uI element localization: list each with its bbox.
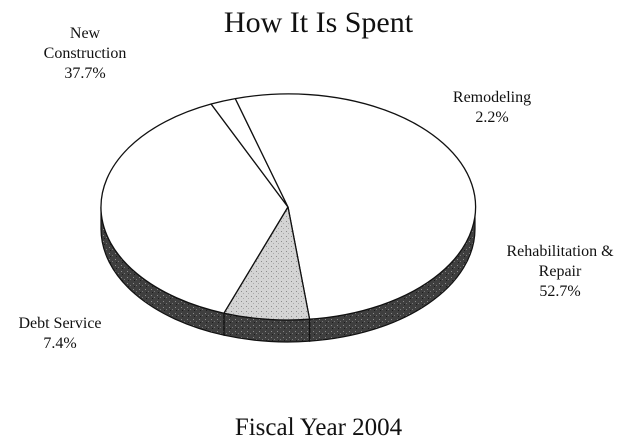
slice-label-2: Rehabilitation & Repair 52.7% — [506, 243, 614, 300]
pie-slice-0 — [100, 103, 289, 314]
slice-value-2: 52.7% — [539, 283, 580, 300]
pie-slice-2 — [234, 93, 477, 320]
slice-label-1: Remodeling 2.2% — [453, 89, 531, 126]
slice-name-1: Remodeling — [453, 89, 531, 106]
slice-value-3: 7.4% — [43, 335, 76, 352]
slice-name-0: New — [70, 25, 101, 42]
pie-slice-3 — [223, 206, 311, 321]
chart-subtitle: Fiscal Year 2004 — [234, 414, 403, 441]
slice-value-1: 2.2% — [475, 109, 508, 126]
slice-label-0: New Construction 37.7% — [44, 25, 127, 82]
slice-label-3: Debt Service 7.4% — [18, 315, 101, 352]
slice-name-3: Debt Service — [18, 315, 101, 332]
slice-name-0: Construction — [44, 45, 127, 62]
pie-labels: New Construction 37.7% Remodeling 2.2% Rehabi… — [18, 25, 614, 352]
chart-title: How It Is Spent — [223, 6, 414, 39]
slice-name-2: Rehabilitation & — [506, 243, 614, 260]
pie-slices — [100, 93, 477, 321]
slice-value-0: 37.7% — [64, 65, 105, 82]
slice-name-2: Repair — [539, 263, 582, 280]
